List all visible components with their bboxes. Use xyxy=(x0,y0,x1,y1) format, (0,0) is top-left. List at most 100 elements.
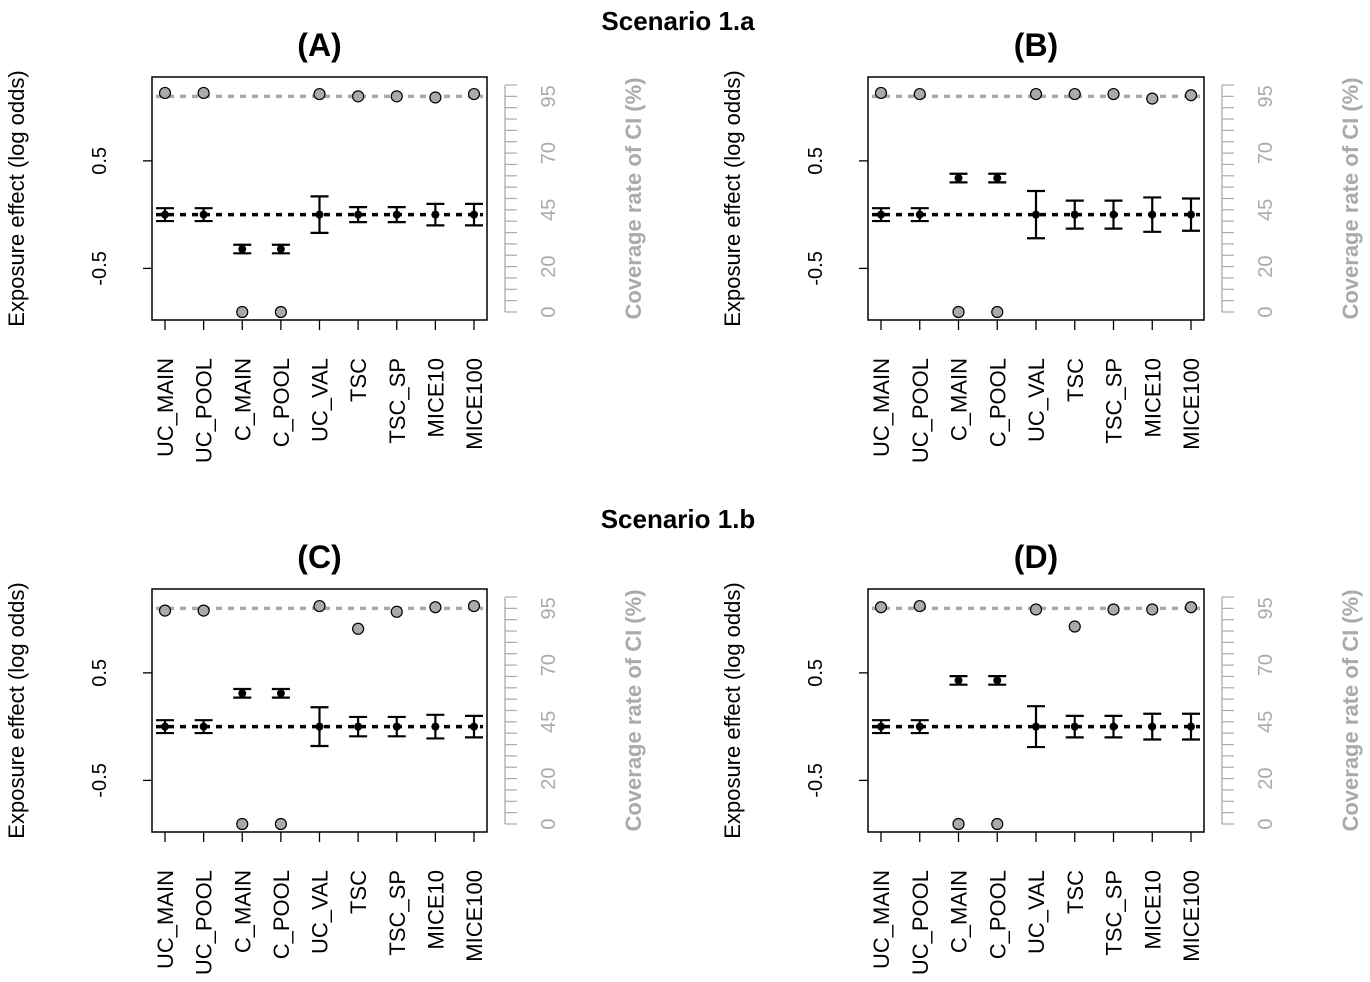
estimate-point xyxy=(1148,722,1157,731)
scenario-title-1a: Scenario 1.a xyxy=(601,6,755,36)
estimate-point xyxy=(1109,722,1118,731)
coverage-point xyxy=(467,87,481,101)
panel-b: (B) -0.5 0.5 Exposure effect (log odds) 0 20 4… xyxy=(720,27,1363,463)
estimate-point xyxy=(238,245,247,254)
x-tick-label: TSC xyxy=(346,358,371,402)
y-tick-label: 0.5 xyxy=(89,659,111,687)
y-tick-label: 0.5 xyxy=(805,147,827,175)
coverage-tick-label: 95 xyxy=(538,85,560,107)
coverage-point xyxy=(1029,603,1043,616)
coverage-point xyxy=(313,87,326,101)
coverage-point xyxy=(1184,601,1198,614)
x-tick-label: UC_MAIN xyxy=(153,358,178,457)
estimate-point xyxy=(1032,722,1040,731)
estimate-point xyxy=(199,722,208,731)
coverage-point xyxy=(352,90,365,103)
y-axis-label: Exposure effect (log odds) xyxy=(720,70,745,326)
coverage-point xyxy=(197,604,210,617)
coverage-point xyxy=(274,305,287,319)
estimate-point xyxy=(470,722,478,731)
coverage-point xyxy=(1068,87,1081,101)
estimate-point xyxy=(1109,210,1118,219)
coverage-axis-label: Coverage rate of CI (%) xyxy=(621,589,646,831)
coverage-tick-label: 0 xyxy=(1255,306,1277,317)
estimate-point xyxy=(1070,210,1079,219)
coverage-tick-label: 20 xyxy=(1255,767,1277,789)
estimate-point xyxy=(199,210,208,219)
estimate-point xyxy=(993,676,1002,685)
coverage-point xyxy=(390,605,403,618)
y-tick-label: -0.5 xyxy=(805,763,827,797)
y-axis-label: Exposure effect (log odds) xyxy=(4,70,29,326)
coverage-tick-label: 45 xyxy=(1255,711,1277,733)
x-tick-label: TSC_SP xyxy=(1102,358,1127,444)
x-tick-label: UC_VAL xyxy=(308,870,333,954)
x-tick-label: UC_MAIN xyxy=(153,870,178,969)
x-tick-label: UC_MAIN xyxy=(869,870,894,969)
coverage-point xyxy=(991,305,1004,319)
coverage-axis-label: Coverage rate of CI (%) xyxy=(1338,589,1363,831)
estimate-point xyxy=(915,210,924,219)
coverage-point xyxy=(313,599,326,613)
y-tick-label: 0.5 xyxy=(805,659,827,687)
coverage-tick-label: 95 xyxy=(1255,597,1277,619)
estimate-point xyxy=(877,210,885,219)
x-tick-label: C_POOL xyxy=(269,870,294,959)
panel-c: (C) -0.5 0.5 Exposure effect (log odds) 0 20 4… xyxy=(4,539,646,975)
x-tick-label: C_POOL xyxy=(269,358,294,447)
x-tick-label: UC_POOL xyxy=(908,358,933,463)
x-tick-label: MICE100 xyxy=(462,870,487,962)
scenario-title-1b: Scenario 1.b xyxy=(601,504,756,534)
coverage-point xyxy=(874,86,888,100)
x-tick-label: UC_VAL xyxy=(308,358,333,442)
panel-title: (A) xyxy=(297,27,341,63)
coverage-tick-label: 20 xyxy=(538,255,560,277)
x-tick-label: MICE100 xyxy=(1179,870,1204,962)
coverage-point xyxy=(274,817,287,831)
coverage-tick-label: 45 xyxy=(1255,199,1277,221)
coverage-point xyxy=(429,91,442,104)
x-tick-label: C_POOL xyxy=(985,870,1010,959)
coverage-point xyxy=(158,86,172,100)
x-tick-label: UC_VAL xyxy=(1024,870,1049,954)
coverage-point xyxy=(952,817,965,831)
estimate-point xyxy=(470,210,478,219)
coverage-point xyxy=(913,87,926,101)
estimate-point xyxy=(161,210,169,219)
panel-a: (A) -0.5 0.5 Exposure effect (log odds) 0 20 4… xyxy=(4,27,646,463)
y-tick-label: -0.5 xyxy=(89,763,111,797)
x-tick-label: TSC xyxy=(1063,358,1088,402)
x-tick-label: MICE10 xyxy=(423,870,448,949)
x-tick-label: TSC_SP xyxy=(385,870,410,956)
estimate-point xyxy=(1187,210,1195,219)
coverage-point xyxy=(1068,620,1081,633)
y-axis-label: Exposure effect (log odds) xyxy=(4,582,29,838)
x-tick-label: TSC_SP xyxy=(1102,870,1127,956)
coverage-point xyxy=(429,601,442,614)
y-tick-label: -0.5 xyxy=(805,251,827,285)
coverage-tick-label: 70 xyxy=(538,142,560,164)
estimate-point xyxy=(315,722,324,731)
coverage-point xyxy=(158,604,172,617)
coverage-point xyxy=(390,90,403,103)
coverage-point xyxy=(952,305,965,319)
estimate-point xyxy=(315,210,324,219)
coverage-point xyxy=(874,601,888,614)
coverage-point xyxy=(1146,603,1159,616)
coverage-tick-label: 0 xyxy=(538,818,560,829)
x-tick-label: UC_POOL xyxy=(192,870,217,975)
coverage-point xyxy=(1184,89,1198,102)
x-tick-label: UC_POOL xyxy=(908,870,933,975)
x-tick-label: C_MAIN xyxy=(230,358,255,441)
coverage-axis-label: Coverage rate of CI (%) xyxy=(1338,77,1363,319)
y-tick-label: -0.5 xyxy=(89,251,111,285)
x-tick-label: TSC_SP xyxy=(385,358,410,444)
coverage-tick-label: 0 xyxy=(1255,818,1277,829)
x-tick-label: UC_POOL xyxy=(192,358,217,463)
estimate-point xyxy=(877,722,885,731)
estimate-point xyxy=(954,174,963,183)
coverage-tick-label: 95 xyxy=(1255,85,1277,107)
panel-title: (B) xyxy=(1014,27,1058,63)
estimate-point xyxy=(915,722,924,731)
